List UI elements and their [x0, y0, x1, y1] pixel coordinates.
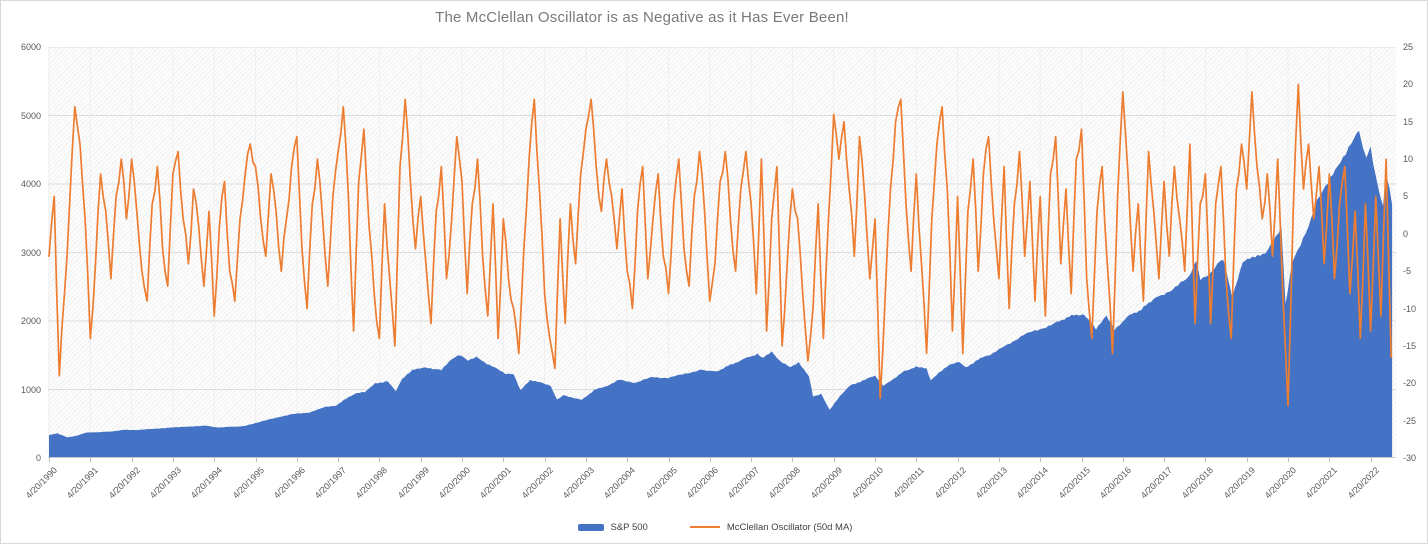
- y-axis-right-label: -20: [1403, 378, 1417, 389]
- x-axis-tick: [1329, 458, 1331, 462]
- y-axis-right-label: -5: [1403, 266, 1412, 277]
- x-axis-tick: [875, 458, 876, 462]
- x-axis-tick: [792, 458, 794, 462]
- x-axis-tick: [172, 458, 174, 462]
- x-axis-tick: [585, 458, 587, 462]
- y-axis-right-label: 0: [1403, 228, 1409, 239]
- x-axis-tick: [255, 458, 257, 462]
- x-axis-tick: [1370, 458, 1372, 462]
- legend-item-oscillator[interactable]: McClellan Oscillator (50d MA): [689, 521, 853, 533]
- x-axis-tick: [420, 458, 422, 462]
- y-axis-right-label: -25: [1403, 415, 1417, 426]
- y-axis-right-label: 15: [1403, 116, 1414, 127]
- x-axis-tick: [709, 458, 711, 462]
- x-axis-tick: [462, 458, 463, 462]
- y-axis-left-label: 1000: [20, 384, 41, 395]
- legend: S&P 500 McClellan Oscillator (50d MA): [1, 517, 1427, 537]
- x-axis-tick: [379, 458, 381, 462]
- x-axis-tick: [1246, 458, 1248, 462]
- x-axis-tick: [916, 458, 918, 462]
- x-axis-tick: [1081, 458, 1083, 462]
- plot-area[interactable]: [48, 47, 1396, 458]
- y-axis-right-label: -30: [1403, 453, 1417, 463]
- y-axis-right-label: 5: [1403, 191, 1409, 202]
- oscillator-line-swatch-icon: [689, 525, 720, 529]
- y-axis-right-label: 10: [1403, 154, 1414, 165]
- chart-title: The McClellan Oscillator is as Negative …: [435, 9, 849, 26]
- x-axis-tick: [751, 458, 753, 462]
- y-axis-left-label: 5000: [20, 110, 41, 121]
- y-axis-left-label: 4000: [20, 179, 41, 189]
- x-axis-tick: [214, 458, 216, 462]
- y-axis-left-label: 2000: [20, 316, 41, 326]
- x-axis-tick: [90, 458, 92, 462]
- x-axis-tick: [1288, 458, 1289, 462]
- x-axis-tick: [49, 458, 50, 462]
- x-axis-tick: [1040, 458, 1042, 462]
- x-axis-tick: [544, 458, 546, 462]
- x-axis-tick: [1205, 458, 1207, 462]
- x-axis-tick: [627, 458, 629, 462]
- y-axis-left-label: 0: [35, 453, 41, 463]
- y-axis-right-label: -15: [1403, 340, 1417, 351]
- y-axis-right-label: 25: [1403, 42, 1414, 52]
- legend-label-oscillator: McClellan Oscillator (50d MA): [726, 521, 853, 533]
- x-axis-tick: [833, 458, 835, 462]
- y-axis-right-label: 20: [1403, 79, 1414, 90]
- x-axis-tick: [131, 458, 133, 462]
- x-axis-tick: [1164, 458, 1166, 462]
- sp500-area-swatch-icon: [577, 523, 604, 531]
- y-axis-left-label: 6000: [20, 42, 41, 52]
- x-axis-tick: [998, 458, 1000, 462]
- x-axis-tick: [957, 458, 959, 462]
- plot-canvas: [48, 47, 1396, 458]
- legend-label-sp500: S&P 500: [610, 521, 648, 533]
- x-axis-tick: [296, 458, 298, 462]
- x-axis-tick: [1122, 458, 1124, 462]
- legend-item-sp500[interactable]: S&P 500: [577, 521, 648, 533]
- x-axis-tick: [668, 458, 670, 462]
- x-axis-tick: [338, 458, 340, 462]
- y-axis-right-label: -10: [1403, 303, 1417, 314]
- y-axis-left-label: 3000: [20, 247, 41, 258]
- x-axis-tick: [503, 458, 505, 462]
